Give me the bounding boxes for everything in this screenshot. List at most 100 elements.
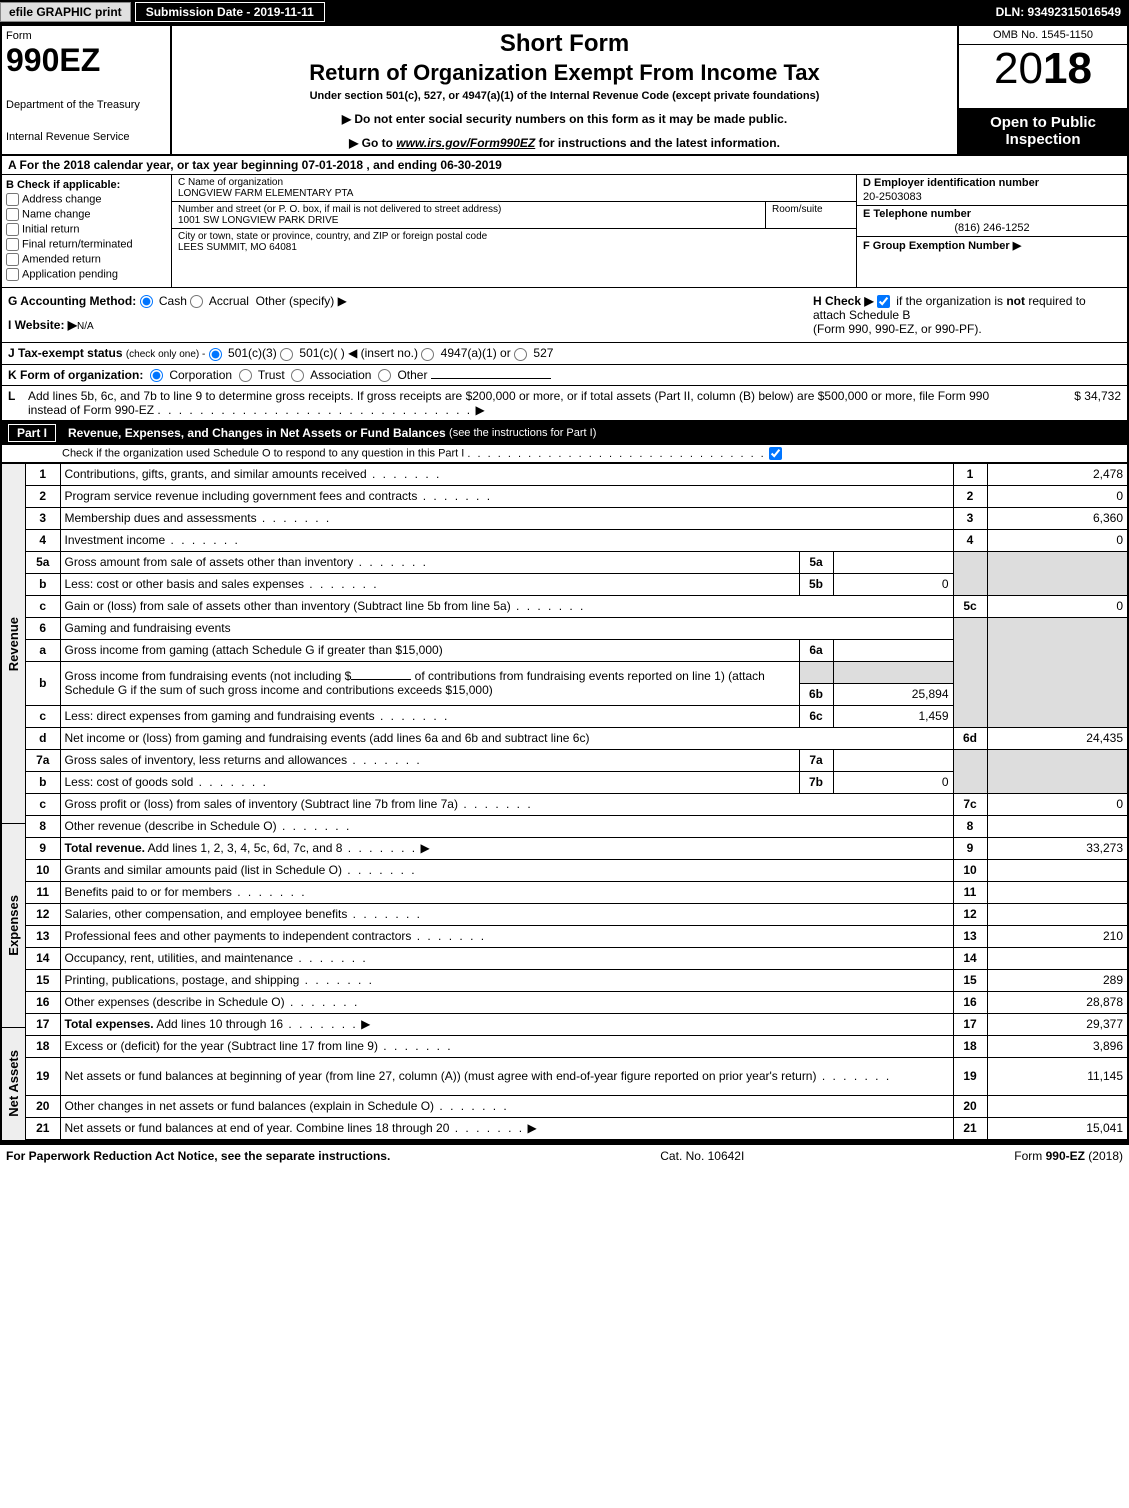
side-expenses: Expenses [6,895,21,956]
h-text1: if the organization is [896,294,1006,308]
top-bar: efile GRAPHIC print Submission Date - 20… [0,0,1129,24]
year-prefix: 20 [994,44,1043,93]
opt-527: 527 [533,346,553,360]
section-d-e-f: D Employer identification number 20-2503… [857,175,1127,287]
line-14: 14Occupancy, rent, utilities, and mainte… [26,947,1127,969]
open-to-public: Open to Public Inspection [959,108,1127,154]
l-label: L [8,389,28,417]
tax-year-end: 06-30-2019 [440,158,501,172]
line-13: 13Professional fees and other payments t… [26,925,1127,947]
line-12: 12Salaries, other compensation, and empl… [26,903,1127,925]
radio-trust[interactable] [239,369,252,382]
row-k: K Form of organization: Corporation Trus… [2,365,1127,386]
website-value: N/A [77,321,94,332]
side-revenue: Revenue [6,617,21,671]
line-16: 16Other expenses (describe in Schedule O… [26,991,1127,1013]
ein-value: 20-2503083 [863,191,1121,203]
omb-number: OMB No. 1545-1150 [959,26,1127,45]
cash-label: Cash [159,294,187,308]
street-label: Number and street (or P. O. box, if mail… [178,204,759,215]
other-label: Other (specify) ▶ [256,294,347,308]
j-sub: (check only one) - [126,349,205,360]
l-amount: $ 34,732 [1021,389,1121,417]
line-3: 3Membership dues and assessments36,360 [26,507,1127,529]
page-footer: For Paperwork Reduction Act Notice, see … [0,1143,1129,1167]
h-label: H Check ▶ [813,294,874,308]
opt-other: Other [397,368,427,382]
j-label: J Tax-exempt status [8,346,123,360]
street-value: 1001 SW LONGVIEW PARK DRIVE [178,215,759,226]
row-a-mid: , and ending [363,158,440,172]
line-18: 18Excess or (deficit) for the year (Subt… [26,1035,1127,1057]
other-org-underline [431,378,551,379]
section-b-label: B Check if applicable: [6,179,167,191]
radio-association[interactable] [291,369,304,382]
opt-corporation: Corporation [169,368,232,382]
radio-cash[interactable] [140,295,153,308]
tax-year: 2018 [959,45,1127,108]
submission-date: Submission Date - 2019-11-11 [135,2,325,22]
line-10: 10Grants and similar amounts paid (list … [26,859,1127,881]
check-schedule-b[interactable] [877,295,890,308]
line-20: 20Other changes in net assets or fund ba… [26,1095,1127,1117]
radio-other-org[interactable] [378,369,391,382]
accounting-method-label: G Accounting Method: [8,294,136,308]
line-19: 19Net assets or fund balances at beginni… [26,1057,1127,1095]
form-label: Form [6,30,166,42]
h-text3: (Form 990, 990-EZ, or 990-PF). [813,322,982,336]
line-2: 2Program service revenue including gover… [26,485,1127,507]
l-text: Add lines 5b, 6c, and 7b to line 9 to de… [28,389,1021,417]
dept-irs: Internal Revenue Service [6,131,166,143]
check-schedule-o[interactable] [769,447,782,460]
check-final-return[interactable]: Final return/terminated [6,238,167,251]
part-1-body: Revenue Expenses Net Assets 1Contributio… [2,463,1127,1141]
opt-4947: 4947(a)(1) or [441,346,511,360]
irs-link[interactable]: www.irs.gov/Form990EZ [396,136,535,150]
dln: DLN: 93492315016549 [996,5,1129,19]
part-1-sub: (see the instructions for Part I) [449,427,596,439]
radio-527[interactable] [514,348,527,361]
side-net-assets: Net Assets [6,1050,21,1117]
check-name-change[interactable]: Name change [6,208,167,221]
form-number: 990EZ [6,42,166,79]
org-name-label: C Name of organization [178,177,850,188]
room-suite-label: Room/suite [766,202,856,228]
radio-accrual[interactable] [190,295,203,308]
dept-treasury: Department of the Treasury [6,99,166,111]
check-amended-return[interactable]: Amended return [6,253,167,266]
check-application-pending[interactable]: Application pending [6,268,167,281]
form-container: Form 990EZ Department of the Treasury In… [0,24,1129,1143]
row-a-pre: A For the 2018 calendar year, or tax yea… [8,158,302,172]
side-labels: Revenue Expenses Net Assets [2,463,26,1140]
h-not: not [1006,294,1025,308]
k-label: K Form of organization: [8,368,143,382]
line-1: 1Contributions, gifts, grants, and simil… [26,463,1127,485]
line-8: 8Other revenue (describe in Schedule O)8 [26,815,1127,837]
instruct-2-pre: ▶ Go to [349,136,396,150]
ein-label: D Employer identification number [863,177,1039,189]
radio-4947[interactable] [421,348,434,361]
line-11: 11Benefits paid to or for members11 [26,881,1127,903]
radio-corporation[interactable] [150,369,163,382]
line-7c: cGross profit or (loss) from sales of in… [26,793,1127,815]
part-1-header: Part I Revenue, Expenses, and Changes in… [2,421,1127,445]
opt-association: Association [310,368,371,382]
check-initial-return[interactable]: Initial return [6,223,167,236]
row-l: L Add lines 5b, 6c, and 7b to line 9 to … [2,386,1127,421]
efile-print-button[interactable]: efile GRAPHIC print [0,2,131,22]
row-b-through-f: B Check if applicable: Address change Na… [2,175,1127,288]
section-c: C Name of organization LONGVIEW FARM ELE… [172,175,857,287]
instruct-2-post: for instructions and the latest informat… [535,136,780,150]
opt-trust: Trust [258,368,285,382]
line-5a: 5aGross amount from sale of assets other… [26,551,1127,573]
instruct-2: ▶ Go to www.irs.gov/Form990EZ for instru… [180,136,949,150]
tax-year-begin: 07-01-2018 [302,158,363,172]
line-5c: cGain or (loss) from sale of assets othe… [26,595,1127,617]
part-1-title: Revenue, Expenses, and Changes in Net As… [68,426,446,440]
return-title: Return of Organization Exempt From Incom… [180,60,949,86]
check-address-change[interactable]: Address change [6,193,167,206]
radio-501c3[interactable] [209,348,222,361]
line-17: 17Total expenses. Add lines 10 through 1… [26,1013,1127,1035]
line-21: 21Net assets or fund balances at end of … [26,1117,1127,1139]
radio-501c[interactable] [280,348,293,361]
